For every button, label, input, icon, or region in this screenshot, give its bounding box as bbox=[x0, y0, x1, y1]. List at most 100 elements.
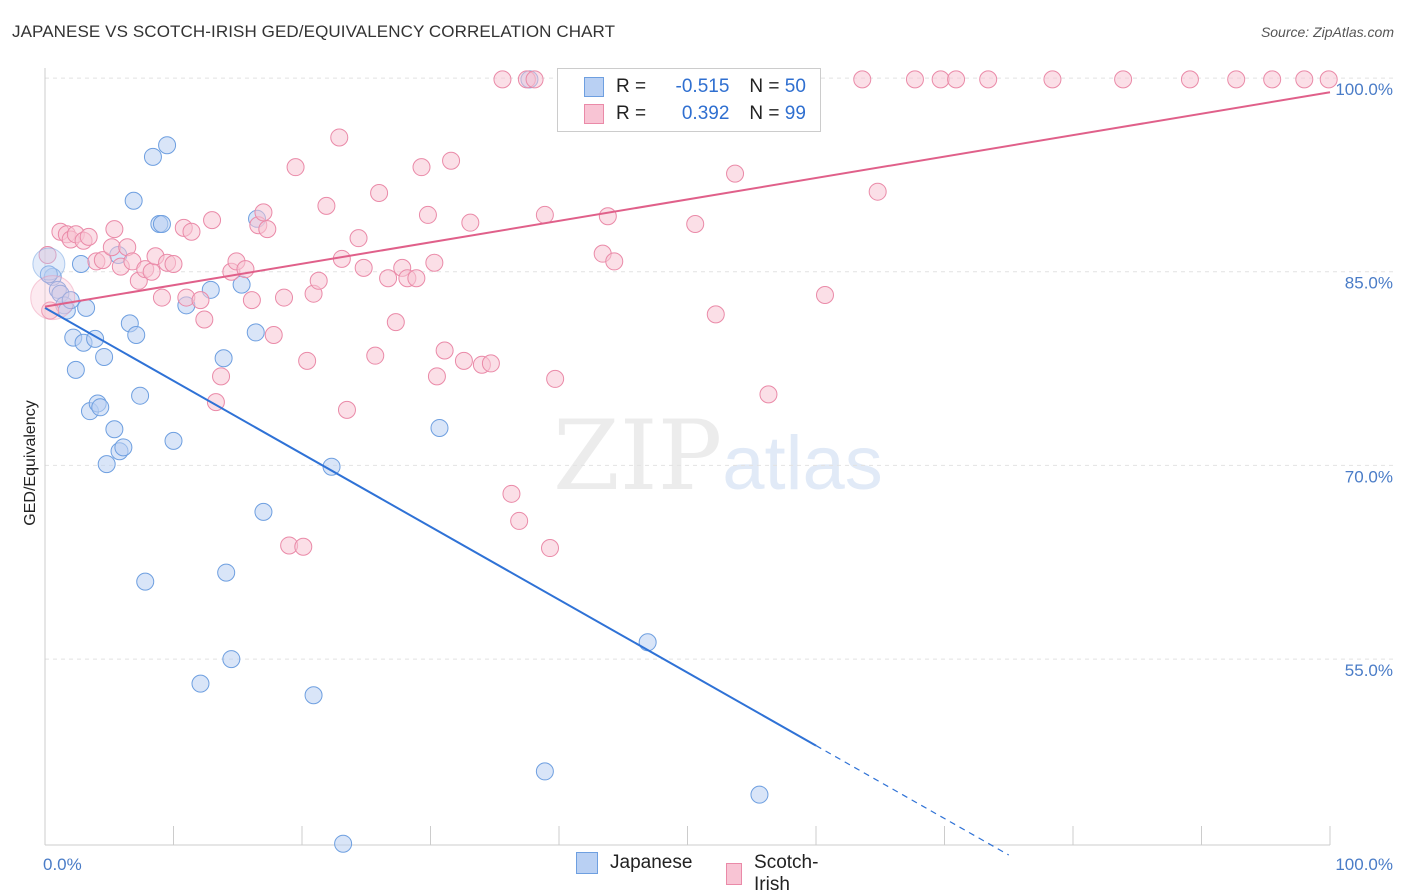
japanese-point bbox=[222, 650, 241, 669]
series-swatch-japanese bbox=[576, 852, 598, 874]
japanese-point bbox=[750, 785, 769, 804]
scotch-irish-point bbox=[546, 369, 565, 388]
legend-r-value-scotch-irish: 0.392 bbox=[681, 103, 730, 124]
watermark: ZIPatlas bbox=[553, 400, 883, 512]
scotch-irish-point bbox=[309, 271, 328, 290]
scotch-irish-point bbox=[386, 313, 405, 332]
y-axis-label: GED/Equivalency bbox=[22, 400, 39, 525]
legend-swatch-japanese bbox=[584, 77, 604, 97]
scotch-irish-point bbox=[442, 151, 461, 170]
scotch-irish-point bbox=[182, 222, 201, 241]
scotch-irish-point bbox=[481, 354, 500, 373]
scotch-irish-point bbox=[258, 220, 277, 239]
legend-row-japanese: R = -0.515 N = 50 bbox=[558, 74, 806, 100]
scotch-irish-point bbox=[38, 245, 57, 264]
scotch-irish-point bbox=[102, 238, 121, 257]
scotch-irish-point bbox=[425, 253, 444, 272]
scotch-irish-point bbox=[407, 269, 426, 288]
legend-swatch-scotch-irish bbox=[584, 104, 604, 124]
scotch-irish-point bbox=[759, 385, 778, 404]
scotch-irish-point bbox=[598, 207, 617, 226]
x-tick-label: 100.0% bbox=[1335, 855, 1393, 874]
japanese-point bbox=[152, 214, 171, 233]
axes bbox=[44, 68, 1331, 846]
source-label: Source: ZipAtlas.com bbox=[1260, 24, 1394, 40]
japanese-point bbox=[77, 298, 96, 317]
japanese-point bbox=[304, 686, 323, 705]
scotch-irish-point bbox=[264, 326, 283, 345]
scotch-irish-point bbox=[418, 205, 437, 224]
scotch-irish-point bbox=[203, 211, 222, 230]
scotch-irish-point bbox=[427, 367, 446, 386]
japanese-point bbox=[164, 431, 183, 450]
scotch-irish-point bbox=[337, 400, 356, 419]
japanese-point bbox=[334, 834, 353, 853]
scotch-irish-point bbox=[412, 158, 431, 177]
scotch-irish-point bbox=[330, 128, 349, 147]
scotch-irish-point bbox=[93, 251, 112, 270]
scotch-irish-point bbox=[1319, 70, 1338, 89]
scotch-irish-point bbox=[354, 258, 373, 277]
series-label-scotch-irish: Scotch-Irish bbox=[754, 852, 819, 895]
legend-r-label: R = bbox=[616, 103, 647, 124]
scotch-irish-point bbox=[868, 182, 887, 201]
japanese-point bbox=[191, 674, 210, 693]
japanese-point bbox=[97, 455, 116, 474]
scotch-irish-point bbox=[502, 484, 521, 503]
x-tick-label: 0.0% bbox=[43, 855, 82, 874]
scotch-irish-point bbox=[686, 214, 705, 233]
scotch-irish-point bbox=[931, 70, 950, 89]
legend-row-scotch-irish: R = 0.392 N = 99 bbox=[558, 101, 806, 127]
legend-r-label: R = bbox=[616, 76, 647, 97]
scotch-irish-point bbox=[242, 291, 261, 310]
scotch-irish-point bbox=[366, 346, 385, 365]
series-legend-japanese[interactable]: Japanese bbox=[576, 852, 692, 874]
japanese-point bbox=[430, 418, 449, 437]
trend-lines bbox=[44, 91, 1331, 856]
japanese-point bbox=[91, 398, 110, 417]
scotch-irish-point bbox=[535, 205, 554, 224]
scotch-irish-point bbox=[435, 341, 454, 360]
series-swatch-scotch-irish bbox=[726, 863, 743, 885]
japanese-point bbox=[95, 347, 114, 366]
japanese-point bbox=[254, 502, 273, 521]
correlation-legend: R = -0.515 N = 50 R = 0.392 N = 99 bbox=[557, 68, 821, 132]
japanese-point bbox=[66, 360, 85, 379]
scotch-irish-point bbox=[275, 288, 294, 307]
scotch-irish-point bbox=[254, 203, 273, 222]
y-tick-label: 70.0% bbox=[1345, 467, 1393, 486]
japanese-point bbox=[535, 762, 554, 781]
japanese-point bbox=[158, 136, 177, 155]
scotch-irish-point bbox=[152, 288, 171, 307]
scotch-irish-point bbox=[1114, 70, 1133, 89]
scotch-irish-cluster-point bbox=[30, 275, 76, 321]
scotch-irish-point bbox=[493, 70, 512, 89]
y-tick-label: 100.0% bbox=[1335, 80, 1393, 99]
scotch-irish-point bbox=[1180, 70, 1199, 89]
scotch-irish-point bbox=[142, 262, 161, 281]
scotch-irish-point bbox=[706, 305, 725, 324]
scotch-irish-point bbox=[370, 183, 389, 202]
watermark-atlas: atlas bbox=[722, 421, 883, 506]
japanese-point bbox=[214, 349, 233, 368]
scotch-irish-point bbox=[461, 213, 480, 232]
series-legend-scotch-irish[interactable]: Scotch-Irish bbox=[726, 852, 824, 896]
scotch-irish-point bbox=[79, 227, 98, 246]
scotch-irish-point bbox=[454, 351, 473, 370]
legend-n-value-japanese: 50 bbox=[784, 76, 806, 97]
japanese-point bbox=[105, 420, 124, 439]
scotch-irish-point bbox=[286, 158, 305, 177]
japanese-trend-line bbox=[44, 307, 817, 747]
scotch-irish-point bbox=[298, 351, 317, 370]
scotch-irish-point bbox=[379, 269, 398, 288]
scotch-irish-trend-line bbox=[44, 91, 1331, 308]
scotch-irish-point bbox=[1043, 70, 1062, 89]
japanese-point bbox=[136, 572, 155, 591]
japanese-cluster-point bbox=[32, 247, 66, 281]
points bbox=[30, 70, 1338, 853]
scotch-irish-point bbox=[317, 196, 336, 215]
japanese-point bbox=[217, 563, 236, 582]
scotch-irish-point bbox=[349, 229, 368, 248]
scotch-irish-point bbox=[947, 70, 966, 89]
